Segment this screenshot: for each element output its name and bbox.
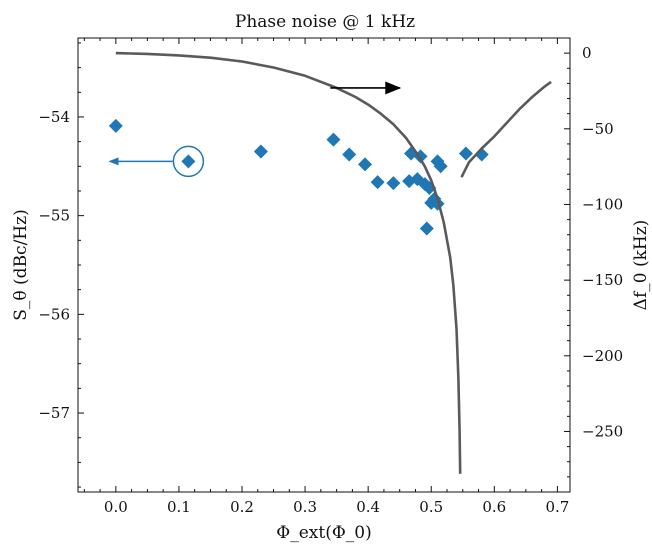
data-point <box>108 118 123 133</box>
x-tick-label: 0.1 <box>167 498 191 516</box>
data-point <box>386 176 401 191</box>
highlight-circle <box>172 145 205 178</box>
data-point <box>326 132 341 147</box>
data-point <box>358 157 372 172</box>
y-right-axis-label: Δf_0 (kHz) <box>631 220 651 311</box>
data-point <box>370 175 385 190</box>
y-right-tick-label: −100 <box>582 195 623 213</box>
frequency-shift-curve-1 <box>115 51 462 474</box>
x-tick-label: 0.2 <box>230 498 254 516</box>
frequency-shift-curve-2 <box>460 80 552 178</box>
data-point <box>181 154 196 169</box>
data-point <box>458 146 473 161</box>
x-axis-label: Φ_ext(Φ_0) <box>276 523 371 543</box>
y-right-tick-label: −150 <box>582 271 623 289</box>
y-left-tick-label: −54 <box>38 108 70 126</box>
x-tick-label: 0.7 <box>545 498 569 516</box>
x-tick-label: 0.0 <box>104 498 128 516</box>
axes-frame <box>77 37 571 493</box>
x-tick-label: 0.5 <box>419 498 443 516</box>
y-right-tick-label: −250 <box>582 422 623 440</box>
data-point <box>253 144 268 159</box>
data-point <box>342 147 357 162</box>
y-right-tick-label: −200 <box>582 347 623 365</box>
data-point <box>419 221 434 236</box>
y-right-tick-label: 0 <box>582 44 592 62</box>
y-left-axis-label: S_θ (dBc/Hz) <box>11 209 31 320</box>
x-tick-label: 0.4 <box>356 498 380 516</box>
plot-area: 0.0 0.1 0.2 0.3 0.4 0.5 0.6 0.7 −54 −55 −56 −57 0 −50… <box>11 37 651 543</box>
x-tick-label: 0.6 <box>482 498 506 516</box>
data-point <box>433 159 448 174</box>
y-left-tick-label: −57 <box>38 404 70 422</box>
y-left-tick-label: −55 <box>38 207 70 225</box>
y-right-tick-label: −50 <box>582 120 614 138</box>
x-tick-label: 0.3 <box>293 498 317 516</box>
chart-title: Phase noise @ 1 kHz <box>235 12 415 32</box>
y-left-tick-label: −56 <box>38 305 70 323</box>
